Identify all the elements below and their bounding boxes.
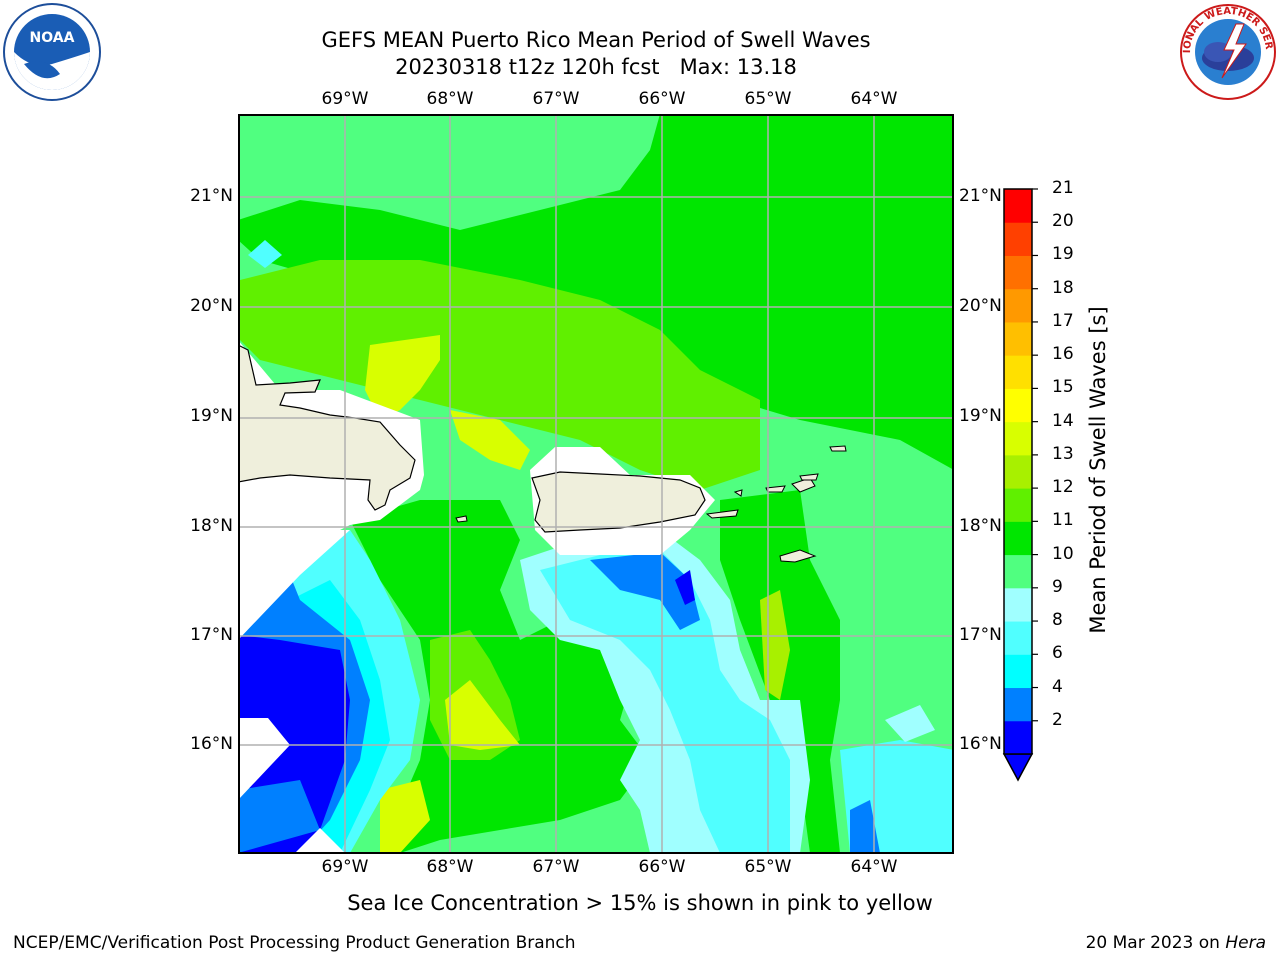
lat-label-left: 17°N <box>190 625 233 645</box>
lon-label-bottom: 66°W <box>638 857 686 877</box>
footer-credit: NCEP/EMC/Verification Post Processing Pr… <box>13 933 576 953</box>
contour-12-13 <box>450 410 530 470</box>
colorbar-band <box>1004 421 1032 456</box>
footer-date: 20 Mar 2023 on Hera <box>1086 933 1266 953</box>
colorbar-tick-label: 16 <box>1052 344 1074 365</box>
colorbar-band <box>1004 388 1032 423</box>
colorbar-band <box>1004 454 1032 489</box>
lon-label-top: 65°W <box>744 89 792 109</box>
nws-logo-icon: NATIONAL WEATHER SERVICE <box>1178 2 1276 100</box>
colorbar-band <box>1004 654 1032 689</box>
colorbar-tick-label: 14 <box>1052 410 1074 431</box>
lat-label-right: 21°N <box>959 186 1002 206</box>
colorbar-frame <box>1003 188 1033 755</box>
contour-2-4 <box>238 780 320 853</box>
contour-12-13 <box>380 780 430 853</box>
island <box>455 515 468 523</box>
lat-label-right: 17°N <box>959 625 1002 645</box>
colorbar-tick-label: 2 <box>1052 709 1063 730</box>
lon-label-bottom: 69°W <box>321 857 369 877</box>
lon-label-bottom: 64°W <box>850 857 898 877</box>
contour-10-11 <box>238 114 954 470</box>
lon-label-top: 67°W <box>532 89 580 109</box>
colorbar-band <box>1004 521 1032 556</box>
colorbar-tick-label: 19 <box>1052 244 1074 265</box>
swell-period-map <box>238 114 954 854</box>
contour-6-8 <box>540 550 790 853</box>
lon-label-bottom: 68°W <box>426 857 474 877</box>
colorbar-tick-label: 17 <box>1052 310 1074 331</box>
lat-label-left: 18°N <box>190 516 233 536</box>
colorbar-tick-label: 9 <box>1052 576 1063 597</box>
lat-label-right: 19°N <box>959 406 1002 426</box>
colorbar-band <box>1004 720 1032 755</box>
lon-label-top: 68°W <box>426 89 474 109</box>
colorbar-band <box>1004 255 1032 290</box>
colorbar-band <box>1004 355 1032 389</box>
lon-label-bottom: 65°W <box>744 857 792 877</box>
contour-8-9 <box>885 705 935 742</box>
masked-region <box>295 828 345 853</box>
lat-label-left: 21°N <box>190 186 233 206</box>
colorbar-tick-label: 10 <box>1052 543 1074 564</box>
colorbar-tick-label: 4 <box>1052 676 1063 697</box>
colorbar-tick-label: 8 <box>1052 610 1063 631</box>
footer-date-text: 20 Mar 2023 on <box>1085 933 1220 953</box>
colorbar-band <box>1004 621 1032 655</box>
lon-label-top: 66°W <box>638 89 686 109</box>
colorbar-band <box>1004 288 1032 323</box>
chart-subtitle: 20230318 t12z 120h fcst Max: 13.18 <box>395 55 797 79</box>
chart-title: GEFS MEAN Puerto Rico Mean Period of Swe… <box>321 28 871 52</box>
island <box>705 509 739 519</box>
contour-below-2 <box>675 570 695 605</box>
noaa-logo-text: NOAA <box>30 30 75 46</box>
colorbar-tick-label: 12 <box>1052 477 1074 498</box>
colorbar-tick-label: 20 <box>1052 211 1074 232</box>
masked-region <box>238 530 350 640</box>
contour-11-12 <box>240 260 760 490</box>
sea-ice-note: Sea Ice Concentration > 15% is shown in … <box>347 891 933 915</box>
footer-machine: Hera <box>1225 933 1266 953</box>
hispaniola-landmass <box>238 344 416 511</box>
lat-label-left: 20°N <box>190 296 233 316</box>
contour-6-8 <box>248 240 282 268</box>
colorbar-band <box>1004 587 1032 622</box>
colorbar-band <box>1004 554 1032 589</box>
colorbar-band <box>1004 189 1032 223</box>
lat-label-left: 19°N <box>190 406 233 426</box>
lat-label-right: 18°N <box>959 516 1002 536</box>
colorbar-band <box>1004 687 1032 722</box>
contour-12-13 <box>365 335 440 420</box>
lat-label-left: 16°N <box>190 734 233 754</box>
colorbar-label: Mean Period of Swell Waves [s] <box>1086 306 1110 634</box>
contour-2-4 <box>590 552 700 630</box>
island <box>829 445 847 452</box>
colorbar-tick-label: 18 <box>1052 277 1074 298</box>
colorbar-extend-triangle <box>1002 753 1034 782</box>
colorbar-band <box>1004 488 1032 522</box>
colorbar-tick-label: 6 <box>1052 643 1063 664</box>
contour-10-11 <box>350 500 650 853</box>
island <box>733 489 743 497</box>
map-frame <box>238 114 954 854</box>
lat-label-right: 20°N <box>959 296 1002 316</box>
colorbar-tick-label: 13 <box>1052 443 1074 464</box>
lat-label-right: 16°N <box>959 734 1002 754</box>
colorbar-band <box>1004 321 1032 356</box>
colorbar-tick-label: 21 <box>1052 178 1074 198</box>
noaa-logo-icon: NOAA <box>3 3 101 101</box>
lon-label-top: 69°W <box>321 89 369 109</box>
colorbar-tick-label: 15 <box>1052 377 1074 398</box>
colorbar <box>1002 188 1038 782</box>
colorbar-band <box>1004 222 1032 256</box>
masked-region <box>238 718 290 800</box>
contour-2-4 <box>850 800 880 853</box>
island <box>799 473 819 481</box>
graticule <box>238 114 954 854</box>
colorbar-tick-label: 11 <box>1052 510 1074 531</box>
lon-label-bottom: 67°W <box>532 857 580 877</box>
lon-label-top: 64°W <box>850 89 898 109</box>
island <box>779 549 817 563</box>
contour-12-13 <box>445 680 520 750</box>
